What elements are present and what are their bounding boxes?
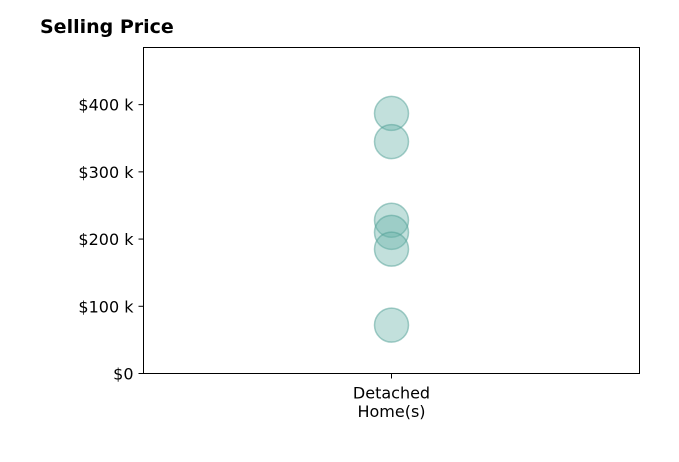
y-tick-label: $100 k	[78, 297, 134, 316]
y-tick-label: $400 k	[78, 96, 134, 115]
y-tick-label: $300 k	[78, 163, 134, 182]
x-tick-label-line: Detached	[353, 384, 430, 403]
y-tick-label: $0	[113, 365, 133, 384]
x-tick-label: Detached Home(s)	[353, 384, 430, 421]
data-point	[373, 202, 410, 238]
y-tick-label: $200 k	[78, 230, 134, 249]
data-point	[373, 231, 410, 267]
x-tick-label-line: Home(s)	[357, 402, 425, 421]
x-axis: Detached Home(s)	[353, 373, 430, 421]
y-axis: $0 $100 k $200 k $300 k $400 k	[78, 96, 144, 384]
data-point	[373, 123, 410, 160]
points-layer	[373, 95, 410, 343]
data-point	[373, 95, 410, 132]
data-point	[373, 307, 410, 343]
chart-title: Selling Price	[40, 16, 174, 38]
